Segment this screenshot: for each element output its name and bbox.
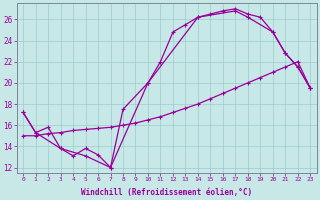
X-axis label: Windchill (Refroidissement éolien,°C): Windchill (Refroidissement éolien,°C) [81, 188, 252, 197]
